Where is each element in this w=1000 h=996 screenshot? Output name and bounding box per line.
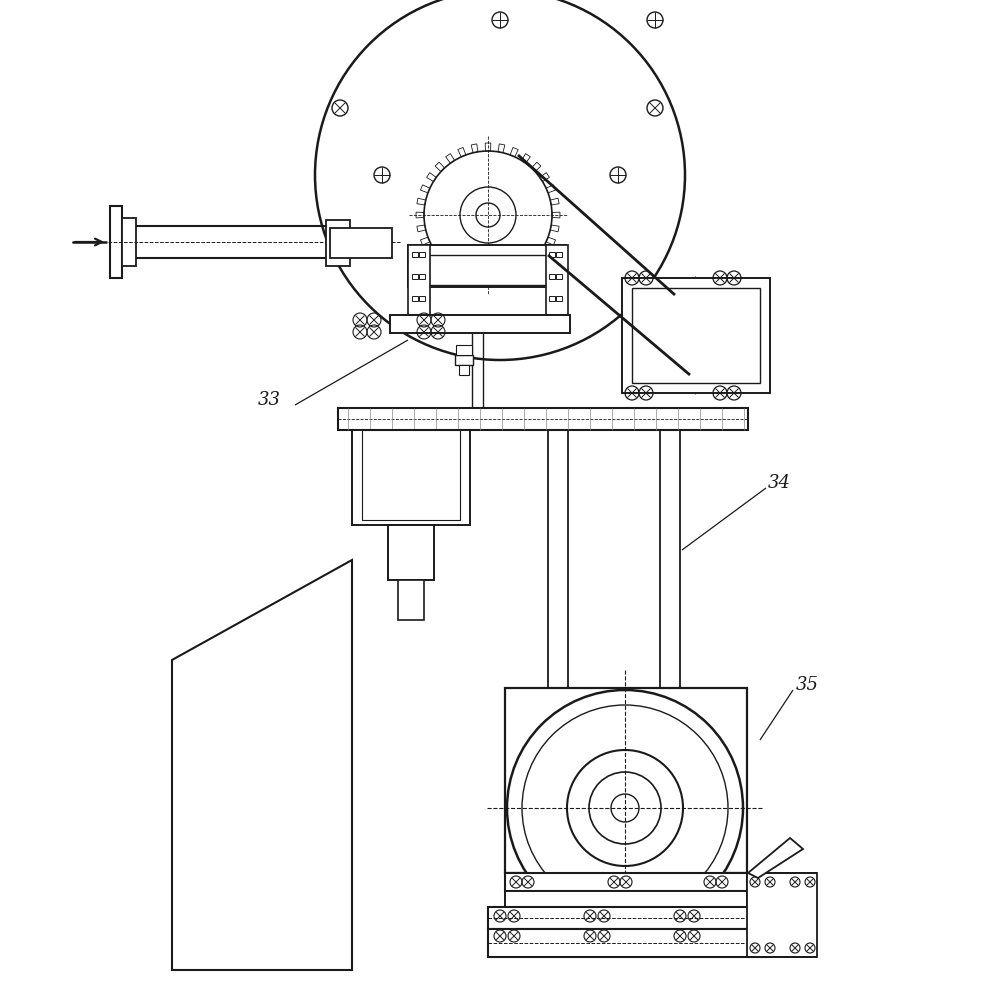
- Bar: [412, 296, 418, 301]
- Circle shape: [507, 690, 743, 926]
- Bar: [580, 695, 642, 715]
- Bar: [604, 733, 618, 745]
- Bar: [412, 252, 418, 257]
- Bar: [556, 252, 562, 257]
- Bar: [455, 355, 473, 365]
- Polygon shape: [748, 838, 803, 878]
- Bar: [408, 245, 566, 287]
- Bar: [456, 345, 472, 355]
- Bar: [122, 218, 136, 266]
- Bar: [488, 907, 770, 929]
- Bar: [549, 252, 555, 257]
- Bar: [622, 278, 770, 393]
- Bar: [546, 245, 568, 315]
- Bar: [747, 873, 817, 957]
- Bar: [418, 255, 556, 285]
- Bar: [549, 296, 555, 301]
- Bar: [556, 296, 562, 301]
- Bar: [505, 891, 747, 907]
- Bar: [352, 430, 470, 525]
- Bar: [549, 274, 555, 279]
- Bar: [592, 715, 630, 733]
- Bar: [505, 688, 747, 873]
- Bar: [459, 365, 469, 375]
- Bar: [388, 525, 434, 580]
- Text: 35: 35: [796, 676, 819, 694]
- Bar: [419, 296, 425, 301]
- Bar: [362, 430, 460, 520]
- Bar: [632, 288, 760, 383]
- Text: 34: 34: [768, 474, 791, 492]
- Bar: [505, 873, 747, 891]
- Bar: [338, 408, 748, 430]
- Bar: [556, 274, 562, 279]
- Bar: [408, 245, 430, 315]
- Bar: [390, 315, 570, 333]
- Bar: [419, 274, 425, 279]
- Bar: [330, 228, 392, 258]
- Bar: [412, 274, 418, 279]
- Bar: [488, 929, 770, 957]
- Text: 33: 33: [258, 391, 281, 409]
- Bar: [419, 252, 425, 257]
- Bar: [110, 206, 122, 278]
- Bar: [326, 220, 350, 266]
- Polygon shape: [172, 560, 352, 970]
- Bar: [398, 580, 424, 620]
